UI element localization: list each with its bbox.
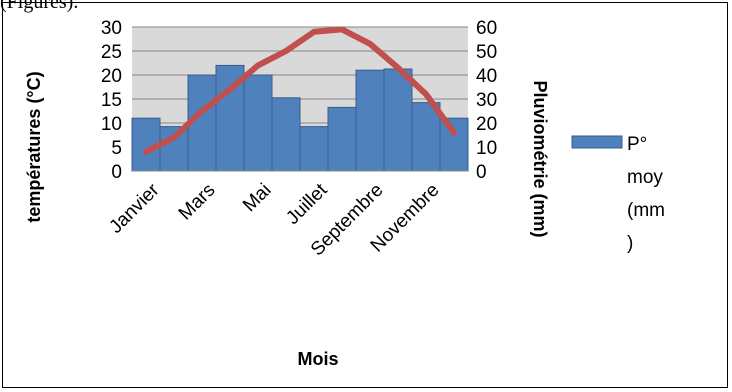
right-axis-title: Pluviométrie (mm): [530, 80, 550, 237]
chart-frame: [2, 2, 728, 388]
right-tick-label: 10: [476, 138, 497, 159]
left-axis-title: températures (°C): [24, 71, 44, 222]
right-tick-label: 20: [476, 114, 497, 135]
right-tick-label: 30: [476, 90, 497, 111]
left-tick-label: 15: [101, 90, 122, 111]
left-tick-label: 30: [101, 18, 122, 39]
precipitation-bar: [439, 117, 469, 172]
left-tick-label: 20: [101, 66, 122, 87]
precipitation-bar: [299, 126, 329, 172]
x-tick-label: Mars: [175, 180, 220, 225]
left-axis-ticks: 0 5 10 15 20 25 30: [101, 18, 122, 183]
precipitation-bar: [355, 69, 385, 172]
caption-fragment: (Figures).: [0, 0, 79, 13]
right-axis-ticks: 0 10 20 30 40 50 60: [476, 18, 497, 183]
right-tick-label: 40: [476, 66, 497, 87]
precipitation-bar: [327, 106, 357, 172]
legend: P° moy (mm): [571, 134, 665, 254]
right-tick-label: 0: [476, 162, 487, 183]
precipitation-bar: [243, 74, 273, 172]
left-tick-label: 25: [101, 42, 122, 63]
legend-swatch: [571, 135, 623, 149]
precipitation-bars: [131, 64, 469, 172]
precipitation-bar: [411, 102, 441, 172]
legend-label: P° moy (mm): [627, 134, 665, 254]
left-tick-label: 10: [101, 114, 122, 135]
x-tick-label: Juillet: [282, 179, 332, 229]
precipitation-bar: [271, 97, 301, 172]
precipitation-bar: [159, 126, 189, 172]
right-tick-label: 50: [476, 42, 497, 63]
right-tick-label: 60: [476, 18, 497, 39]
precipitation-bar: [383, 68, 413, 172]
temperature-line: [143, 26, 457, 155]
x-tick-label: Mai: [239, 180, 276, 217]
left-tick-label: 5: [111, 138, 122, 159]
x-tick-label: Janvier: [105, 179, 164, 238]
left-tick-label: 0: [111, 162, 122, 183]
x-axis-title: Mois: [297, 349, 338, 369]
